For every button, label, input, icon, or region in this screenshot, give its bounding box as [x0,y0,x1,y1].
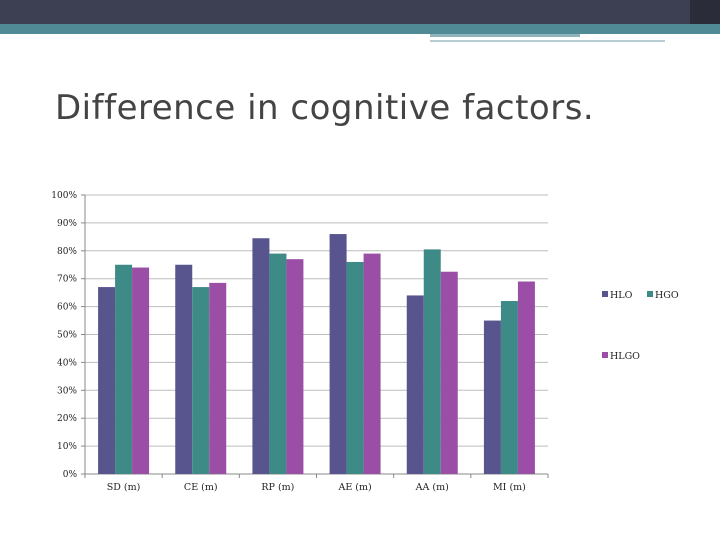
bar-hlgo [209,282,227,474]
header-band [0,0,720,24]
x-tick-label: RP (m) [261,482,294,493]
bar-hgo [192,287,210,474]
header-accent-line-secondary [430,40,665,42]
slide-title: Difference in cognitive factors. [55,88,595,128]
legend-swatch-hlo [602,291,608,297]
header-accent-stripe [0,24,720,34]
y-tick-label: 20% [57,414,77,424]
legend-swatch-hlgo [602,352,608,358]
x-tick-label: SD (m) [107,482,141,493]
legend-label-hgo: HGO [655,290,679,301]
y-tick-label: 80% [57,247,77,257]
y-tick-label: 0% [63,470,78,480]
legend-swatch-hgo [647,291,653,297]
bar-hlgo [363,253,381,474]
bar-hlo [406,295,424,474]
bar-hgo [423,249,441,474]
bar-hlo [329,234,347,474]
bar-hgo [269,253,287,474]
y-tick-label: 70% [57,275,77,285]
y-tick-label: 40% [57,358,77,368]
bar-hlo [98,287,116,474]
bar-hlgo [286,259,304,474]
y-tick-label: 60% [57,303,77,313]
y-tick-label: 30% [57,386,77,396]
header-accent-line [430,34,580,37]
bar-hlo [483,320,501,474]
bar-hlgo [132,267,150,474]
x-tick-label: AA (m) [415,482,449,493]
bar-hlgo [517,281,535,474]
y-tick-label: 10% [57,442,77,452]
bar-hgo [500,301,518,474]
y-tick-label: 90% [57,219,77,229]
legend-label-hlgo: HLGO [610,351,640,362]
x-tick-label: AE (m) [337,482,371,493]
y-tick-label: 50% [57,331,77,341]
bar-hlgo [440,271,458,474]
bar-hlo [175,264,193,474]
bar-hgo [346,261,364,474]
bar-hgo [115,264,133,474]
x-tick-label: CE (m) [184,482,218,493]
y-tick-label: 100% [51,191,77,201]
header-band-corner [690,0,720,24]
bar-hlo [252,238,270,474]
x-tick-label: MI (m) [493,482,526,493]
legend-label-hlo: HLO [610,290,633,301]
